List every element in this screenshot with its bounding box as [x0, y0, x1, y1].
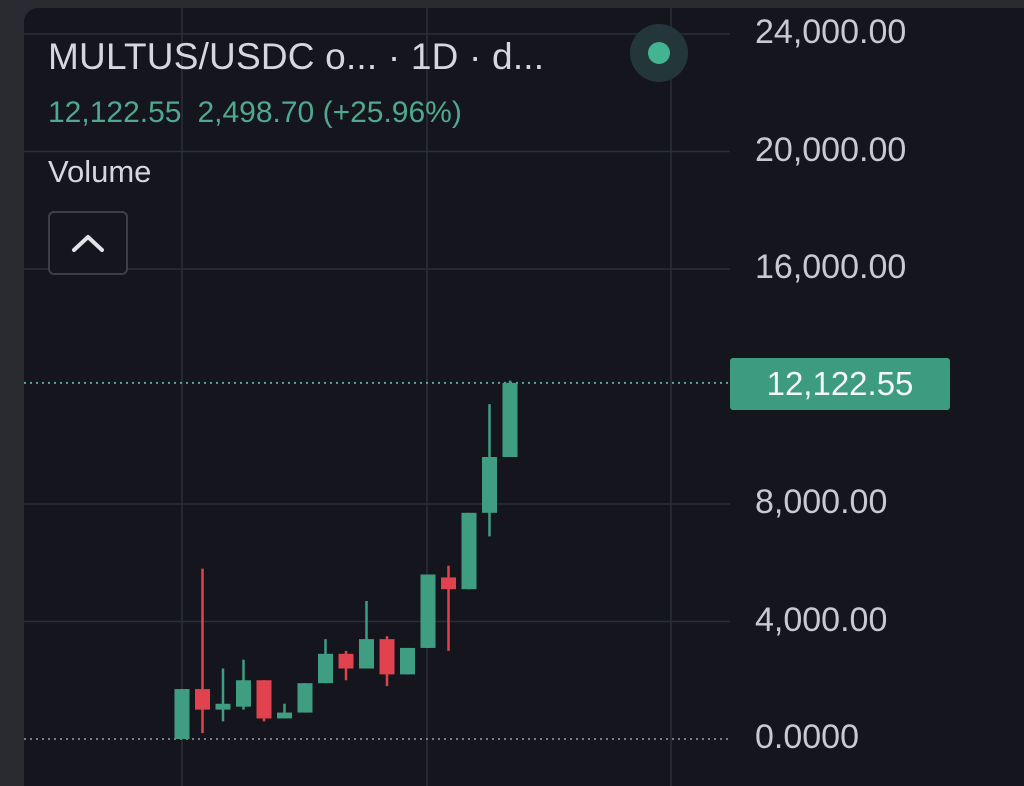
candle-body	[441, 577, 456, 590]
candle-body	[256, 680, 272, 719]
candle-body	[318, 653, 333, 684]
candle-body	[400, 647, 415, 675]
y-tick-label: 24,000.00	[755, 13, 907, 51]
y-tick-label: 8,000.00	[755, 483, 888, 521]
last-price: 12,122.55	[48, 96, 182, 129]
candle-body	[297, 683, 313, 713]
candle-body	[195, 689, 210, 710]
price-change: 2,498.70 (+25.96%)	[197, 96, 462, 129]
candle-body	[359, 639, 374, 669]
candle-body	[338, 653, 354, 669]
volume-label[interactable]: Volume	[48, 154, 152, 189]
y-tick-label: 16,000.00	[755, 248, 907, 286]
last-price-tag: 12,122.55	[730, 358, 950, 410]
candle-body	[277, 712, 292, 719]
quote-line: 12,122.55 2,498.70 (+25.96%)	[48, 96, 478, 130]
y-tick-label: 0.0000	[755, 718, 859, 756]
candle-body	[461, 512, 477, 590]
candle-body	[215, 703, 231, 710]
y-tick-label: 20,000.00	[755, 130, 907, 169]
candle-body	[420, 574, 436, 648]
candle-body	[502, 382, 518, 457]
y-tick-label: 4,000.00	[755, 600, 888, 639]
candlestick-chart[interactable]	[24, 8, 1024, 786]
symbol-title[interactable]: MULTUS/USDC o... · 1D · d...	[48, 36, 545, 77]
candle-body	[236, 680, 251, 707]
chart-panel[interactable]: MULTUS/USDC o... · 1D · d... 12,122.55 2,…	[24, 8, 1024, 786]
chevron-up-icon	[72, 235, 104, 252]
market-status-indicator[interactable]	[630, 24, 688, 82]
collapse-indicators-button[interactable]	[48, 211, 128, 275]
candle-body	[379, 639, 395, 675]
candle-body	[174, 689, 190, 739]
candle-body	[482, 457, 497, 513]
market-status-dot-icon	[648, 42, 670, 64]
